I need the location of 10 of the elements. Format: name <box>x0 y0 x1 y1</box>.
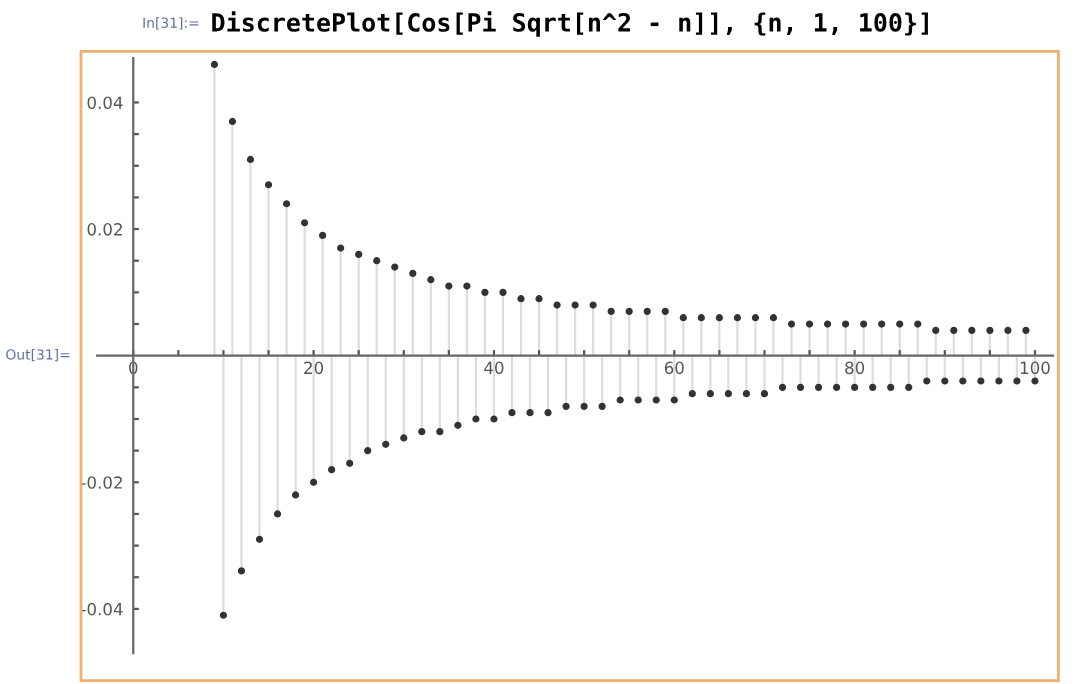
x-tick-label: 80 <box>845 361 865 375</box>
x-tick-label: 20 <box>304 361 324 375</box>
y-tick-label: -0.04 <box>81 602 123 616</box>
y-tick-label: 0.04 <box>87 96 123 110</box>
x-tick-label: 40 <box>484 361 504 375</box>
x-tick-label: 100 <box>1020 361 1050 375</box>
chart-title: DiscretePlot[Cos[Pi Sqrt[n^2 - n]], {n, 1, 100}] <box>212 11 928 37</box>
y-tick-label: 0.02 <box>87 223 122 236</box>
y-tick-label: -0.02 <box>81 476 122 489</box>
x-tick-label: 60 <box>664 361 684 375</box>
